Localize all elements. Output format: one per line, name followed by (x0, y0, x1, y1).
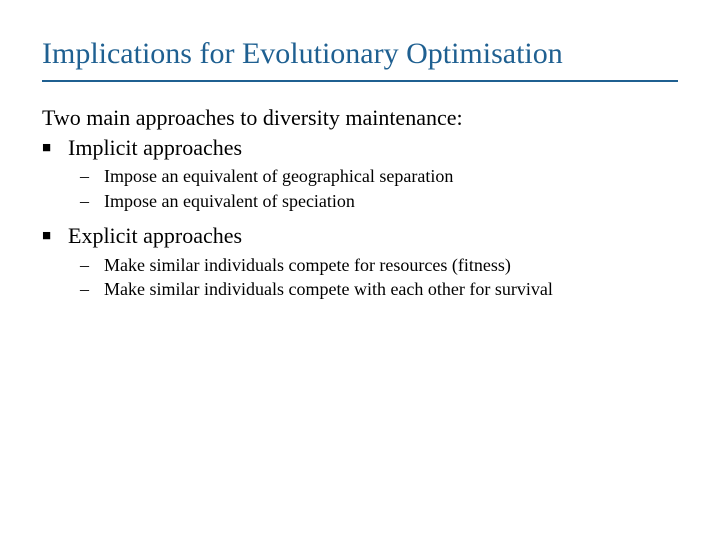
spacer (42, 214, 678, 220)
bullet-level2: – Impose an equivalent of geographical s… (80, 165, 678, 188)
dash-bullet-icon: – (80, 190, 104, 213)
bullet-level2-label: Impose an equivalent of speciation (104, 190, 678, 213)
bullet-level2: – Make similar individuals compete for r… (80, 254, 678, 277)
bullet-level2: – Make similar individuals compete with … (80, 278, 678, 301)
dash-bullet-icon: – (80, 165, 104, 188)
bullet-level1: ■ Implicit approaches (42, 134, 678, 162)
square-bullet-icon: ■ (42, 134, 68, 158)
bullet-level2-label: Make similar individuals compete for res… (104, 254, 678, 277)
bullet-level2-label: Impose an equivalent of geographical sep… (104, 165, 678, 188)
bullet-level2-label: Make similar individuals compete with ea… (104, 278, 678, 301)
bullet-level2: – Impose an equivalent of speciation (80, 190, 678, 213)
bullet-level1-label: Implicit approaches (68, 134, 678, 162)
square-bullet-icon: ■ (42, 222, 68, 246)
bullet-level1: ■ Explicit approaches (42, 222, 678, 250)
slide-title: Implications for Evolutionary Optimisati… (42, 36, 678, 72)
dash-bullet-icon: – (80, 254, 104, 277)
slide: Implications for Evolutionary Optimisati… (0, 0, 720, 540)
title-underline (42, 80, 678, 82)
dash-bullet-icon: – (80, 278, 104, 301)
bullet-level1-label: Explicit approaches (68, 222, 678, 250)
intro-text: Two main approaches to diversity mainten… (42, 104, 678, 132)
